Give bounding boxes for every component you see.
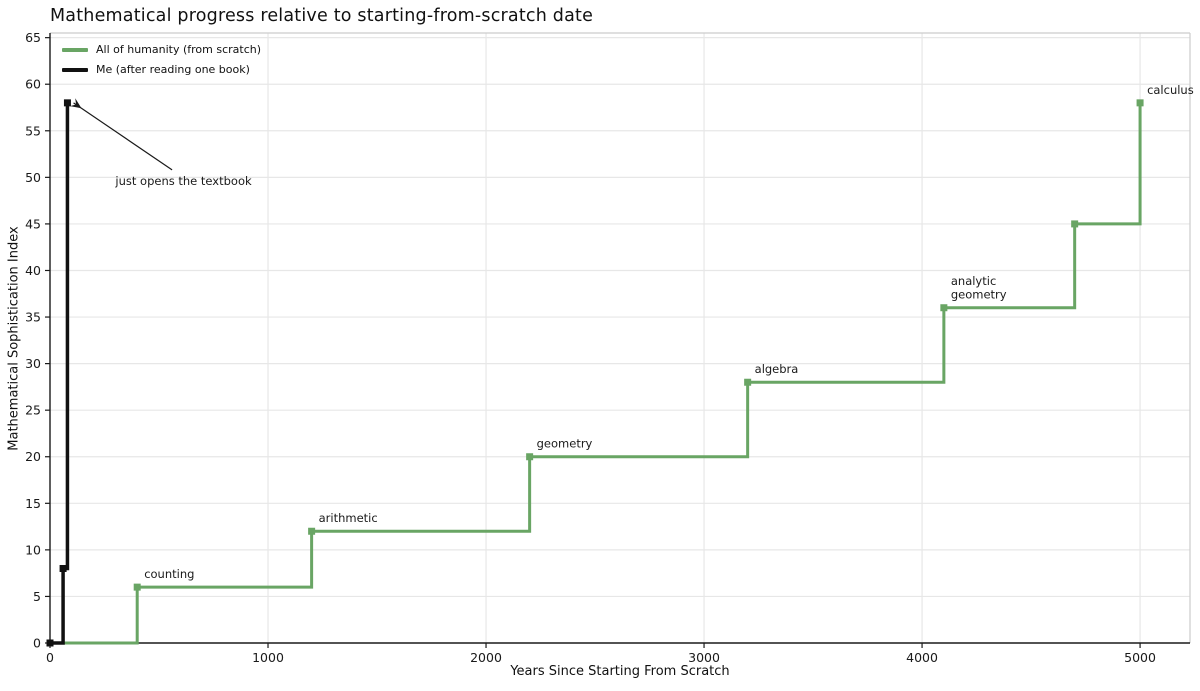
y-tick-label: 65 xyxy=(25,30,41,45)
data-marker-humanity xyxy=(1136,99,1144,107)
milestone-label: geometry xyxy=(537,437,593,451)
milestone-label: counting xyxy=(144,567,194,581)
data-marker-humanity xyxy=(1071,220,1079,228)
milestone-label: analytic xyxy=(951,274,996,288)
milestone-label: geometry xyxy=(951,288,1007,302)
x-tick-label: 1000 xyxy=(252,650,284,665)
x-tick-label: 5000 xyxy=(1124,650,1156,665)
y-tick-label: 15 xyxy=(25,496,41,511)
annotation-arrow xyxy=(69,98,173,171)
data-marker-humanity xyxy=(940,304,948,312)
y-axis-label: Mathematical Sophistication Index xyxy=(6,226,22,451)
legend-label: All of humanity (from scratch) xyxy=(96,43,262,56)
y-tick-label: 0 xyxy=(33,636,41,651)
y-tick-label: 5 xyxy=(33,589,41,604)
y-tick-label: 50 xyxy=(25,170,41,185)
series-path-humanity xyxy=(50,102,1142,645)
x-tick-label: 3000 xyxy=(688,650,720,665)
data-marker-humanity xyxy=(133,583,141,591)
annotation-text: just opens the textbook xyxy=(114,174,252,188)
me-line-swatch xyxy=(62,67,88,72)
milestone-label: arithmetic xyxy=(319,511,378,525)
data-marker-me xyxy=(63,99,71,107)
y-tick-label: 60 xyxy=(25,77,41,92)
y-tick-label: 30 xyxy=(25,356,41,371)
data-marker-humanity xyxy=(308,527,316,535)
milestone-label: calculus xyxy=(1147,83,1194,97)
data-marker-me xyxy=(59,564,67,572)
series-path-me xyxy=(50,102,70,645)
y-tick-label: 10 xyxy=(25,542,41,557)
data-marker-humanity xyxy=(526,453,534,461)
data-marker-humanity xyxy=(744,378,752,386)
legend-label: Me (after reading one book) xyxy=(96,63,250,76)
y-tick-label: 25 xyxy=(25,403,41,418)
legend-item-me: Me (after reading one book) xyxy=(62,62,261,77)
x-tick-label: 4000 xyxy=(906,650,938,665)
x-tick-label: 0 xyxy=(46,650,54,665)
legend: All of humanity (from scratch) Me (after… xyxy=(62,42,261,77)
chart-title: Mathematical progress relative to starti… xyxy=(50,6,594,26)
x-tick-label: 2000 xyxy=(470,650,502,665)
y-tick-label: 20 xyxy=(25,449,41,464)
y-tick-label: 35 xyxy=(25,310,41,325)
y-tick-label: 45 xyxy=(25,216,41,231)
milestone-label: algebra xyxy=(755,362,799,376)
humanity-line-swatch xyxy=(62,47,88,52)
y-tick-label: 55 xyxy=(25,123,41,138)
legend-item-humanity: All of humanity (from scratch) xyxy=(62,42,261,57)
y-tick-label: 40 xyxy=(25,263,41,278)
data-marker-me xyxy=(46,639,54,647)
x-axis-label: Years Since Starting From Scratch xyxy=(510,664,730,679)
